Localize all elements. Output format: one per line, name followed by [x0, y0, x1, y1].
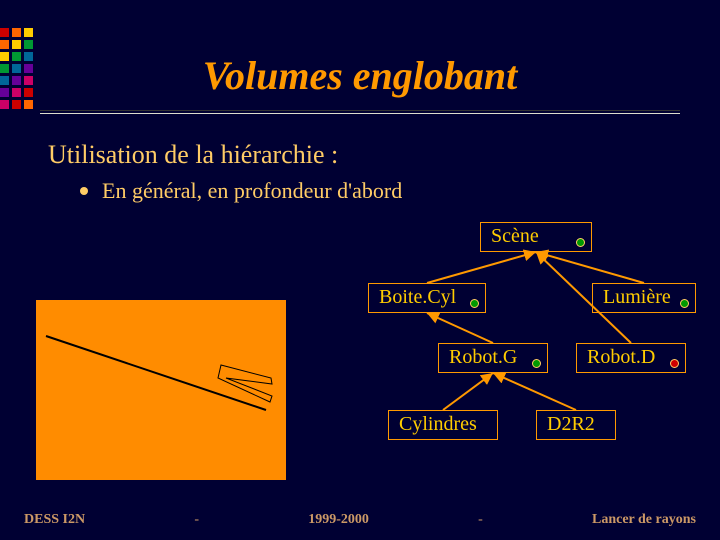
footer-right: Lancer de rayons — [592, 512, 696, 528]
node-lumiere: Lumière — [592, 283, 696, 313]
node-label: D2R2 — [547, 413, 595, 435]
scene-illustration — [36, 300, 286, 480]
node-label: Scène — [491, 225, 539, 247]
status-marker — [576, 238, 585, 247]
footer-mid: 1999-2000 — [308, 512, 369, 528]
node-robot-d: Robot.D — [576, 343, 686, 373]
node-label: Robot.G — [449, 346, 517, 368]
node-d2r2: D2R2 — [536, 410, 616, 440]
bullet-icon — [80, 187, 88, 195]
title-rule — [40, 110, 680, 114]
slide-title: Volumes englobant — [0, 52, 720, 99]
footer-left: DESS I2N — [24, 512, 85, 528]
node-cylindres: Cylindres — [388, 410, 498, 440]
node-scene: Scène — [480, 222, 592, 252]
slide: Volumes englobant Utilisation de la hiér… — [0, 0, 720, 540]
footer-sep: - — [194, 512, 199, 528]
node-label: Boite.Cyl — [379, 286, 456, 308]
footer-sep: - — [478, 512, 483, 528]
bullet-text: En général, en profondeur d'abord — [102, 178, 402, 204]
footer: DESS I2N - 1999-2000 - Lancer de rayons — [0, 512, 720, 528]
subtitle: Utilisation de la hiérarchie : — [48, 140, 338, 170]
status-marker — [670, 359, 679, 368]
bullet-row: En général, en profondeur d'abord — [80, 178, 402, 204]
status-marker — [680, 299, 689, 308]
node-boite-cyl: Boite.Cyl — [368, 283, 486, 313]
node-label: Cylindres — [399, 413, 477, 435]
node-label: Robot.D — [587, 346, 655, 368]
node-label: Lumière — [603, 286, 671, 308]
status-marker — [532, 359, 541, 368]
node-robot-g: Robot.G — [438, 343, 548, 373]
status-marker — [470, 299, 479, 308]
